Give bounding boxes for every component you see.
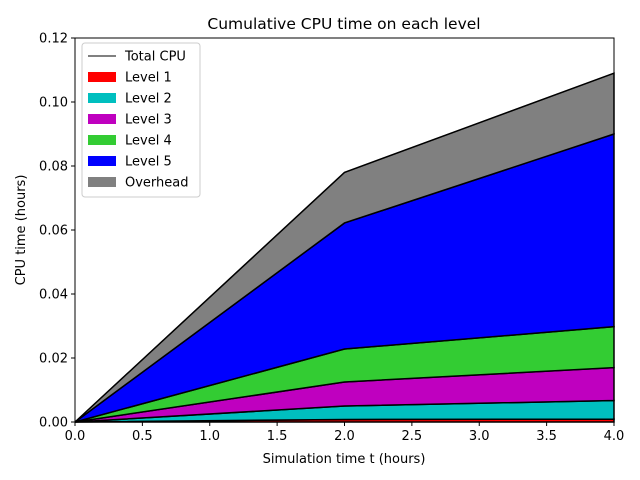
legend-swatch-level-2 [88, 93, 116, 103]
total-cpu-line-group [74, 72, 615, 423]
x-tick-label: 1.0 [199, 429, 220, 444]
x-tick-label: 3.5 [536, 429, 557, 444]
x-tick-label: 3.0 [469, 429, 490, 444]
legend-label-level-3: Level 3 [125, 113, 172, 128]
x-tick-label: 1.5 [267, 429, 288, 444]
x-tick-label: 0.5 [132, 429, 153, 444]
x-tick-label: 4.0 [604, 429, 625, 444]
y-tick-label: 0.02 [39, 352, 68, 367]
y-axis-ticks: 0.00 0.02 0.04 0.06 0.08 0.10 0.12 [39, 32, 75, 431]
legend: Total CPU Level 1 Level 2 Level 3 Level 4 Lev… [81, 42, 201, 198]
legend-swatch-level-5 [88, 156, 116, 166]
x-axis-ticks: 0.0 0.5 1.0 1.5 2.0 2.5 3.0 3.5 4.0 [65, 422, 625, 444]
legend-label-overhead: Overhead [125, 176, 189, 191]
x-tick-label: 2.0 [334, 429, 355, 444]
x-tick-label: 2.5 [402, 429, 423, 444]
y-tick-label: 0.10 [39, 96, 68, 111]
legend-swatch-overhead [88, 177, 116, 187]
y-tick-label: 0.00 [39, 416, 68, 431]
y-tick-label: 0.12 [39, 32, 68, 47]
y-axis-label: CPU time (hours) [14, 175, 29, 286]
y-tick-label: 0.06 [39, 224, 68, 239]
legend-label-level-4: Level 4 [125, 134, 172, 149]
legend-swatch-level-3 [88, 114, 116, 124]
legend-label-level-1: Level 1 [125, 71, 172, 86]
total-cpu-line [74, 72, 615, 423]
chart-title: Cumulative CPU time on each level [207, 15, 480, 33]
legend-label-level-2: Level 2 [125, 92, 172, 107]
y-tick-label: 0.08 [39, 160, 68, 175]
x-axis-label: Simulation time t (hours) [263, 452, 426, 467]
legend-label-total-cpu: Total CPU [124, 50, 186, 65]
legend-swatch-level-4 [88, 135, 116, 145]
legend-swatch-level-1 [88, 72, 116, 82]
y-tick-label: 0.04 [39, 288, 68, 303]
legend-label-level-5: Level 5 [125, 155, 172, 170]
x-tick-label: 0.0 [65, 429, 86, 444]
